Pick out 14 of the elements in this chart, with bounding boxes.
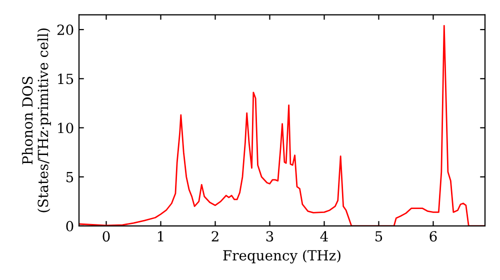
y-tick-label: 20 — [57, 24, 74, 36]
x-tick-label: 4 — [320, 231, 328, 242]
y-axis-title: Phonon DOS (States/THz·primitive cell) — [22, 28, 51, 212]
y-tick-label: 0 — [66, 220, 74, 232]
y-tick-label: 15 — [58, 74, 74, 84]
x-axis-title: Frequency (THz) — [223, 250, 340, 264]
y-tick-label: 5 — [66, 172, 74, 182]
x-tick-label: 1 — [158, 231, 164, 242]
x-tick-label: 5 — [375, 231, 382, 242]
y-tick-label: 10 — [58, 122, 74, 134]
x-tick-label: 2 — [212, 231, 218, 242]
x-tick-label: 6 — [430, 231, 437, 242]
x-tick-label: 3 — [266, 231, 274, 242]
x-tick-label: 0 — [102, 231, 110, 242]
